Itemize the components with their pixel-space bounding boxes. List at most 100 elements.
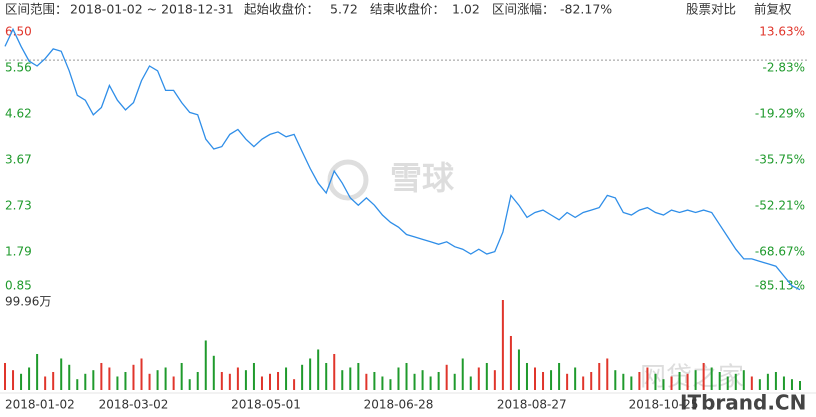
x-tick-label: 2018-05-01	[231, 398, 301, 412]
volume-bar	[397, 367, 400, 390]
volume-bar	[12, 370, 15, 390]
volume-bar	[534, 367, 536, 390]
price-line	[4, 27, 801, 291]
volume-bar	[164, 367, 167, 390]
volume-bar	[325, 362, 328, 390]
volume-bar	[309, 358, 312, 390]
volume-bar	[140, 358, 143, 390]
end-label: 结束收盘价：	[370, 2, 445, 17]
volume-bar	[694, 370, 697, 390]
volume-bar	[269, 373, 271, 390]
volume-bar	[405, 362, 408, 390]
volume-bar	[766, 373, 769, 390]
watermark-text: ITbrand.CN	[680, 391, 806, 415]
volume-bar	[774, 371, 777, 390]
volume-bar	[244, 370, 247, 390]
volume-bar	[252, 362, 255, 390]
y-tick-label: 6.50	[5, 25, 32, 39]
volume-bar	[60, 358, 63, 390]
compare-button[interactable]: 股票对比	[686, 2, 736, 17]
volume-bar	[389, 379, 392, 390]
change-label: 区间涨幅：	[492, 2, 555, 17]
volume-bar	[220, 371, 223, 390]
volume-bar	[670, 376, 673, 390]
volume-bar	[349, 367, 352, 390]
volume-bar	[68, 364, 71, 390]
y2-tick-label: 13.63%	[759, 25, 805, 39]
range-label: 区间范围：	[5, 2, 68, 17]
y-tick-label: 0.85	[5, 279, 32, 293]
volume-bar	[381, 376, 384, 390]
volume-bar	[758, 379, 761, 390]
volume-bar	[461, 358, 464, 390]
adjust-button[interactable]: 前复权	[754, 2, 792, 17]
volume-bar	[180, 362, 183, 390]
volume-bar	[333, 353, 336, 390]
volume-bar	[550, 370, 553, 390]
volume-bar	[630, 376, 633, 390]
volume-bar	[277, 371, 280, 390]
volume-bar	[622, 373, 625, 390]
volume-bar	[718, 371, 721, 390]
volume-bar	[582, 376, 585, 390]
volume-bar	[590, 371, 593, 390]
volume-bar	[445, 364, 448, 390]
volume-bar	[76, 379, 79, 390]
x-tick-label: 2018-10-25	[629, 398, 699, 412]
volume-bar	[646, 367, 649, 390]
watermark-text: 雪球	[390, 159, 455, 197]
x-tick-label: 2018-01-02	[5, 398, 75, 412]
volume-bar	[293, 379, 296, 390]
volume-bar	[790, 379, 793, 390]
y-tick-label: 3.67	[5, 153, 32, 167]
volume-bar	[799, 380, 801, 390]
logo-icon	[327, 159, 369, 201]
volume-bar	[373, 371, 376, 390]
volume-bar	[116, 376, 119, 390]
volume-bar	[301, 364, 304, 390]
volume-bar	[100, 362, 103, 390]
volume-bar	[485, 362, 488, 390]
volume-bar	[686, 373, 689, 390]
y-tick-label: 4.62	[5, 106, 32, 120]
y2-tick-label: -35.75%	[755, 153, 805, 167]
volume-bar	[92, 370, 95, 390]
volume-bar	[413, 373, 416, 390]
volume-bar	[654, 373, 657, 390]
volume-bar	[566, 373, 569, 390]
volume-bar	[469, 376, 472, 390]
volume-bar	[662, 379, 665, 390]
volume-bar	[172, 376, 175, 390]
volume-bar	[782, 376, 785, 390]
volume-bar	[341, 370, 344, 390]
volume-bar	[726, 376, 729, 390]
volume-bar	[28, 367, 31, 390]
y2-tick-label: -52.21%	[755, 199, 805, 213]
volume-bar	[148, 373, 151, 390]
watermark-text: 网贷之家	[640, 363, 744, 393]
volume-bar	[574, 367, 577, 390]
volume-bar	[52, 371, 55, 390]
volume-bar	[606, 358, 609, 390]
volume-bar	[614, 370, 617, 390]
y2-tick-label: -68.67%	[755, 245, 805, 259]
volume-bar	[501, 300, 504, 390]
volume-bar	[285, 367, 288, 390]
y2-tick-label: -85.13%	[755, 279, 805, 293]
volume-bar	[437, 371, 440, 390]
volume-bar	[734, 373, 737, 390]
y2-tick-label: -19.29%	[755, 107, 805, 121]
range: 2018-01-02 ~ 2018-12-31	[70, 2, 234, 17]
volume-bar	[598, 362, 601, 390]
volume-bar	[228, 373, 231, 390]
volume-bar	[36, 353, 39, 390]
volume-bar	[124, 371, 127, 390]
watermark-logo: 雪球	[327, 159, 455, 201]
volume-bar	[453, 373, 456, 390]
y-tick-label: 1.79	[5, 245, 32, 259]
volume-bar	[84, 373, 87, 390]
volume-bar	[742, 370, 745, 390]
change: -82.17%	[560, 2, 612, 17]
